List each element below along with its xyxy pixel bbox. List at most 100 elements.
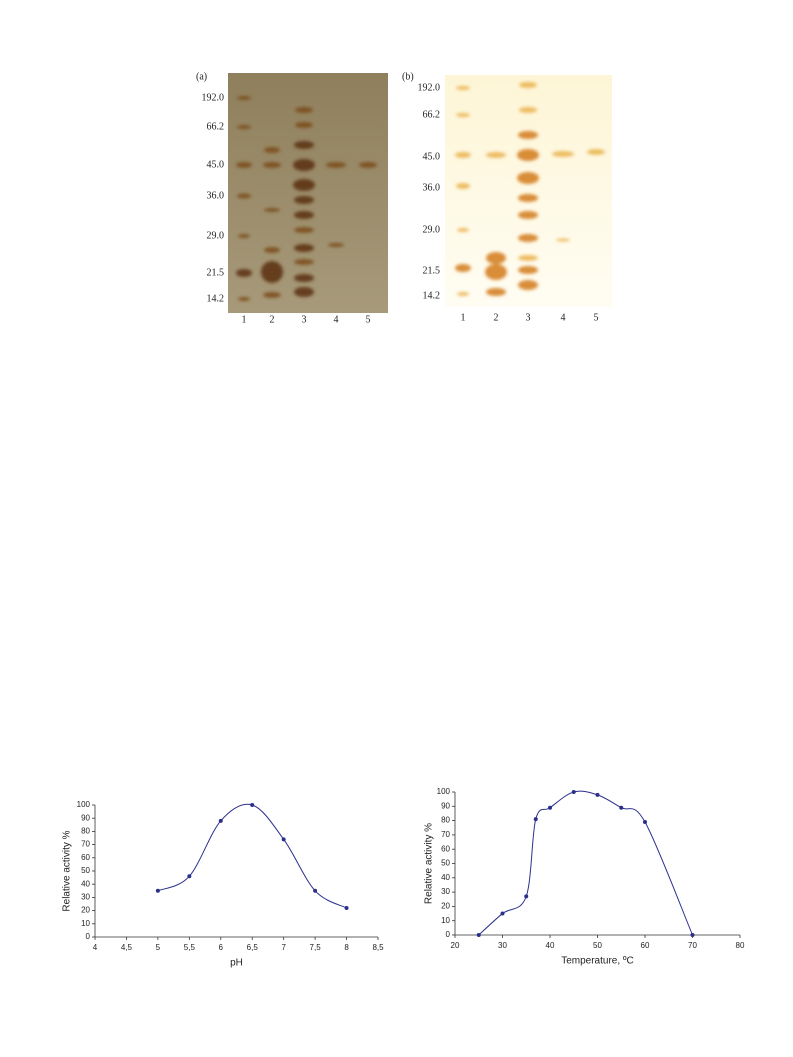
gel-band (518, 211, 538, 219)
gel-band (519, 107, 537, 113)
y-tick-label: 90 (81, 813, 90, 822)
gel-band (455, 152, 471, 158)
marker-label: 14.2 (423, 290, 441, 301)
gel-band (293, 159, 315, 171)
x-tick-label: 5,5 (184, 943, 196, 952)
gel-band (294, 274, 314, 282)
gel-band (295, 107, 313, 113)
lane-label: 4 (334, 314, 339, 325)
gel-band (485, 264, 507, 280)
y-tick-label: 20 (81, 906, 90, 915)
gel-band (457, 228, 469, 232)
y-tick-label: 100 (77, 800, 91, 809)
gel-band (456, 86, 470, 90)
gel-band (517, 149, 539, 161)
gel-band (237, 125, 251, 129)
gel-band (294, 259, 314, 265)
gel-band (587, 149, 605, 155)
gel-bands (236, 82, 605, 301)
gel-band (263, 162, 281, 168)
y-tick-label: 100 (437, 787, 451, 796)
marker-label: 36.0 (207, 190, 225, 201)
x-axis-title: pH (230, 958, 243, 969)
x-tick-label: 30 (498, 941, 507, 950)
gel-band (486, 288, 506, 296)
gel-band (294, 227, 314, 233)
y-tick-label: 50 (441, 859, 450, 868)
x-tick-label: 5 (156, 943, 161, 952)
gel-band (486, 152, 506, 158)
gel-band (263, 292, 281, 298)
x-tick-label: 6 (219, 943, 224, 952)
y-axis-title: Relative activity % (62, 830, 73, 911)
gel-band (359, 162, 377, 168)
point (533, 817, 538, 822)
marker-label: 45.0 (423, 151, 441, 162)
gel-band (518, 266, 538, 274)
point (155, 888, 160, 893)
x-tick-label: 6,5 (247, 943, 259, 952)
gel-label: (b) (402, 71, 414, 82)
point (643, 820, 647, 825)
y-tick-label: 30 (81, 893, 90, 902)
gel-band (294, 141, 314, 149)
y-tick-label: 20 (441, 902, 450, 911)
gel-label: (a) (196, 71, 207, 82)
point (690, 933, 695, 937)
gel-band (236, 162, 252, 168)
line (478, 790, 693, 936)
x-tick-label: 7,5 (310, 943, 322, 952)
gel-band (326, 162, 346, 168)
y-tick-label: 10 (441, 916, 450, 925)
y-tick-label: 70 (81, 840, 90, 849)
point (524, 894, 529, 899)
y-tick-label: 30 (441, 887, 450, 896)
gel-band (238, 297, 250, 301)
gel-image (228, 73, 388, 313)
point (595, 792, 600, 797)
marker-label: 14.2 (207, 293, 225, 304)
y-tick-label: 0 (86, 932, 91, 941)
gel-band (456, 113, 470, 117)
gel-band (556, 238, 570, 242)
gel-band (518, 255, 538, 261)
gel-band (294, 244, 314, 252)
point (218, 818, 223, 823)
gel-band (294, 211, 314, 219)
y-tick-label: 50 (81, 866, 90, 875)
point (250, 803, 255, 807)
marker-label: 21.5 (207, 267, 225, 278)
gel-band (518, 194, 538, 202)
marker-label: 45.0 (207, 159, 225, 170)
x-tick-label: 60 (641, 941, 650, 950)
lane-label: 2 (270, 314, 275, 325)
gel-band (486, 252, 506, 264)
gel-band (294, 196, 314, 204)
lane-label: 2 (494, 312, 499, 323)
point (281, 837, 286, 842)
gel-band (518, 280, 538, 290)
gel-band (457, 292, 469, 296)
x-tick-label: 80 (736, 941, 745, 950)
point (571, 790, 576, 794)
gel-band (518, 131, 538, 139)
lane-label: 1 (242, 314, 247, 325)
marker-label: 36.0 (423, 182, 441, 193)
marker-label: 66.2 (423, 109, 441, 120)
gel-band (519, 82, 537, 88)
gel-band (518, 234, 538, 242)
point (476, 933, 481, 937)
y-tick-label: 70 (441, 830, 450, 839)
gel-band (294, 287, 314, 297)
gel-band (517, 172, 539, 184)
gel-band (237, 193, 251, 199)
lane-label: 3 (302, 314, 307, 325)
gel-band (237, 96, 251, 100)
marker-label: 29.0 (423, 224, 441, 235)
point (619, 805, 624, 810)
y-tick-label: 90 (441, 801, 450, 810)
marker-label: 192.0 (418, 82, 441, 93)
point (500, 911, 505, 916)
